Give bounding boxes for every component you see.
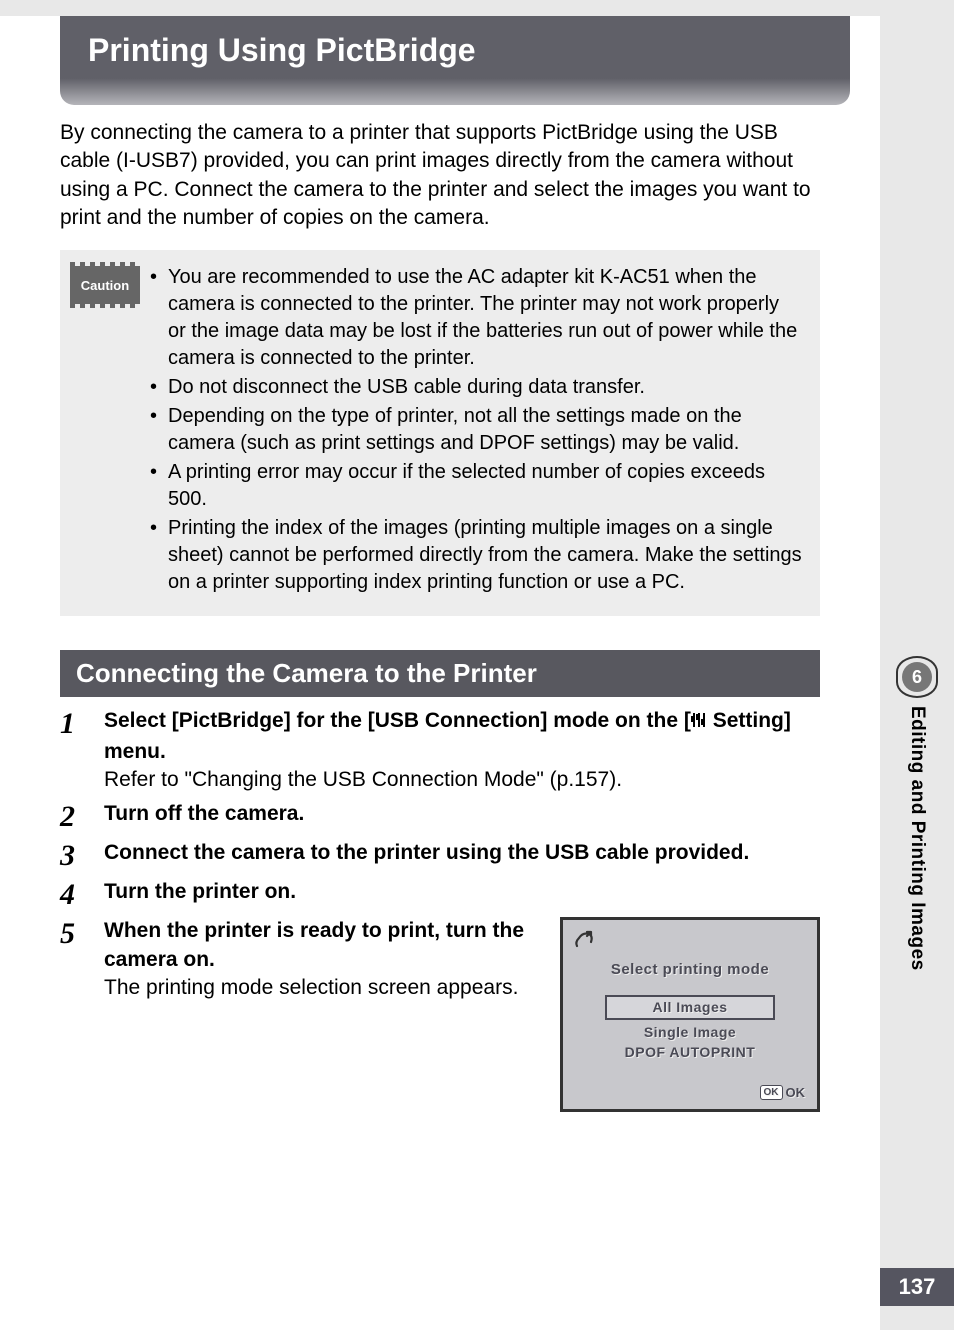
caution-item: •A printing error may occur if the selec…: [150, 459, 802, 513]
caution-item: •You are recommended to use the AC adapt…: [150, 264, 802, 372]
chapter-label: Editing and Printing Images: [906, 706, 928, 1046]
bullet-icon: •: [150, 403, 168, 457]
lcd-ok-indicator: OK OK: [760, 1084, 806, 1102]
caution-list: •You are recommended to use the AC adapt…: [150, 264, 802, 598]
lcd-heading: Select printing mode: [573, 960, 807, 980]
ok-label: OK: [786, 1084, 806, 1102]
intro-paragraph: By connecting the camera to a printer th…: [60, 119, 820, 232]
step-3: 3 Connect the camera to the printer usin…: [60, 839, 820, 872]
lcd-options: All Images Single Image DPOF AUTOPRINT: [573, 995, 807, 1064]
caution-text: A printing error may occur if the select…: [168, 459, 802, 513]
step-number: 2: [60, 800, 104, 833]
caution-text: Depending on the type of printer, not al…: [168, 403, 802, 457]
chapter-number: 6: [902, 662, 932, 692]
step-body: When the printer is ready to print, turn…: [104, 917, 820, 1112]
caution-block: Caution •You are recommended to use the …: [60, 250, 820, 616]
caution-text: You are recommended to use the AC adapte…: [168, 264, 802, 372]
caution-item: •Depending on the type of printer, not a…: [150, 403, 802, 457]
caution-item: •Do not disconnect the USB cable during …: [150, 374, 802, 401]
caution-text: Printing the index of the images (printi…: [168, 515, 802, 596]
step-number: 1: [60, 707, 104, 794]
step-title: Turn the printer on.: [104, 880, 296, 903]
bullet-icon: •: [150, 515, 168, 596]
step-body: Turn off the camera.: [104, 800, 820, 833]
pictbridge-icon: [573, 928, 595, 950]
step-5-text: When the printer is ready to print, turn…: [104, 917, 546, 1112]
page-title-block: Printing Using PictBridge: [60, 16, 850, 105]
caution-badge: Caution: [70, 266, 140, 304]
lcd-option-selected: All Images: [605, 995, 775, 1020]
page-title: Printing Using PictBridge: [88, 32, 830, 69]
step-subtext: Refer to "Changing the USB Connection Mo…: [104, 766, 820, 794]
step-title: When the printer is ready to print, turn…: [104, 919, 524, 970]
step-title: Connect the camera to the printer using …: [104, 841, 749, 864]
bullet-icon: •: [150, 374, 168, 401]
step-body: Select [PictBridge] for the [USB Connect…: [104, 707, 820, 794]
chapter-number-badge: 6: [896, 656, 938, 698]
caution-text: Do not disconnect the USB cable during d…: [168, 374, 802, 401]
setting-icon: [691, 709, 707, 737]
step-number: 4: [60, 878, 104, 911]
bullet-icon: •: [150, 459, 168, 513]
step-number: 3: [60, 839, 104, 872]
lcd-option: Single Image: [573, 1022, 807, 1043]
manual-page: Printing Using PictBridge By connecting …: [0, 16, 880, 1330]
ok-button-icon: OK: [760, 1085, 783, 1101]
lcd-option: DPOF AUTOPRINT: [573, 1042, 807, 1063]
step-body: Turn the printer on.: [104, 878, 820, 911]
step-body: Connect the camera to the printer using …: [104, 839, 820, 872]
step-title-part-a: Select [PictBridge] for the [USB Connect…: [104, 709, 691, 732]
step-title: Turn off the camera.: [104, 802, 304, 825]
section-heading: Connecting the Camera to the Printer: [60, 650, 820, 697]
page-number: 137: [880, 1268, 954, 1306]
lcd-screenshot: Select printing mode All Images Single I…: [560, 917, 820, 1112]
step-number: 5: [60, 917, 104, 1112]
steps-list: 1 Select [PictBridge] for the [USB Conne…: [60, 707, 820, 1112]
step-subtext: The printing mode selection screen appea…: [104, 974, 546, 1002]
step-5: 5 When the printer is ready to print, tu…: [60, 917, 820, 1112]
step-2: 2 Turn off the camera.: [60, 800, 820, 833]
step-1: 1 Select [PictBridge] for the [USB Conne…: [60, 707, 820, 794]
bullet-icon: •: [150, 264, 168, 372]
caution-item: •Printing the index of the images (print…: [150, 515, 802, 596]
chapter-tab: 6 Editing and Printing Images: [880, 656, 954, 1046]
step-4: 4 Turn the printer on.: [60, 878, 820, 911]
